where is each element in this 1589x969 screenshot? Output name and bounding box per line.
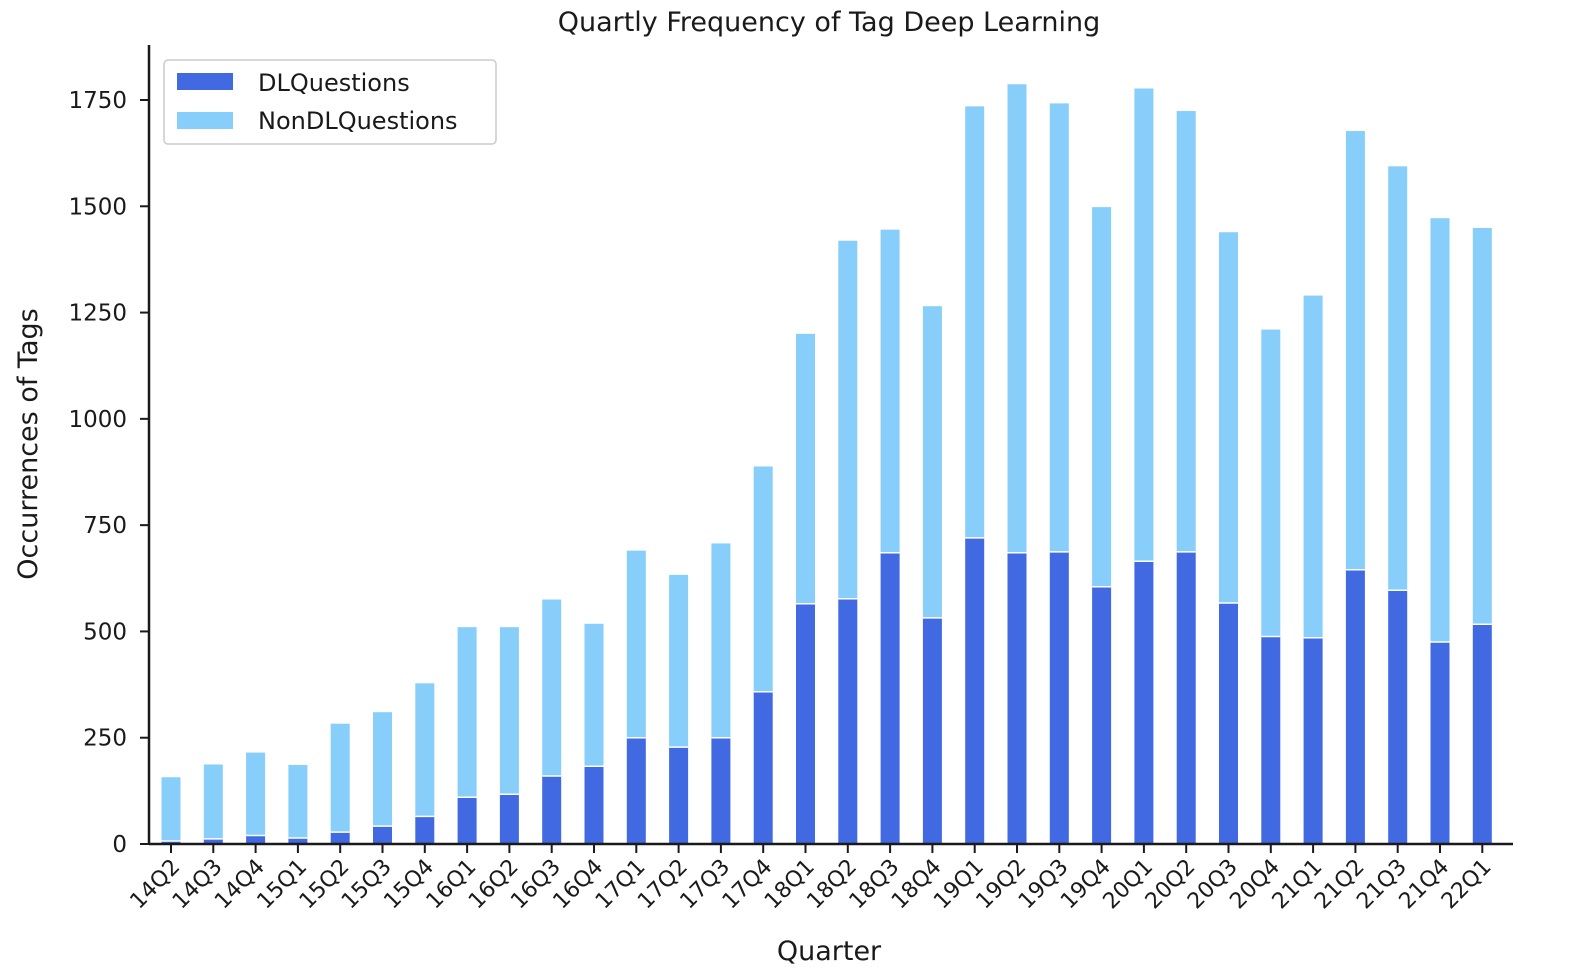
bar-dlquestions-14Q4 bbox=[246, 835, 266, 844]
bar-dlquestions-16Q4 bbox=[584, 766, 604, 844]
bar-nondlquestions-17Q4 bbox=[753, 466, 773, 692]
bar-nondlquestions-16Q4 bbox=[584, 623, 604, 767]
bar-nondlquestions-14Q2 bbox=[161, 777, 181, 842]
bar-dlquestions-20Q1 bbox=[1134, 561, 1154, 844]
bar-nondlquestions-14Q4 bbox=[246, 752, 266, 836]
bar-nondlquestions-21Q3 bbox=[1388, 166, 1408, 591]
bar-nondlquestions-18Q1 bbox=[796, 333, 815, 604]
bar-dlquestions-15Q1 bbox=[288, 838, 308, 844]
y-tick-label-0: 0 bbox=[112, 832, 127, 858]
bar-nondlquestions-19Q3 bbox=[1049, 103, 1069, 552]
bar-dlquestions-17Q3 bbox=[711, 737, 731, 844]
bar-dlquestions-21Q3 bbox=[1388, 590, 1408, 844]
bar-dlquestions-19Q3 bbox=[1049, 551, 1069, 844]
bar-dlquestions-18Q2 bbox=[838, 598, 858, 844]
x-axis-label: Quarter bbox=[777, 936, 882, 967]
bars-group bbox=[161, 84, 1492, 844]
y-tick-label-750: 750 bbox=[83, 513, 127, 539]
bar-nondlquestions-15Q1 bbox=[288, 764, 308, 839]
legend-swatch-nondlquestions bbox=[177, 112, 233, 129]
bar-dlquestions-21Q2 bbox=[1345, 569, 1365, 844]
bar-nondlquestions-22Q1 bbox=[1472, 227, 1492, 625]
legend-swatch-dlquestions bbox=[177, 73, 233, 90]
bar-dlquestions-17Q4 bbox=[753, 691, 773, 844]
bar-dlquestions-22Q1 bbox=[1472, 624, 1492, 844]
bar-dlquestions-15Q3 bbox=[373, 826, 392, 844]
bar-dlquestions-18Q4 bbox=[922, 617, 942, 844]
bar-nondlquestions-16Q3 bbox=[542, 599, 562, 776]
legend-label-nondlquestions: NonDLQuestions bbox=[258, 107, 458, 135]
bar-nondlquestions-19Q2 bbox=[1007, 84, 1027, 553]
bar-nondlquestions-17Q1 bbox=[626, 550, 646, 738]
bar-nondlquestions-17Q3 bbox=[711, 543, 731, 738]
bar-nondlquestions-18Q3 bbox=[880, 229, 900, 553]
y-tick-label-1000: 1000 bbox=[68, 407, 127, 433]
bar-dlquestions-14Q3 bbox=[203, 838, 223, 844]
y-tick-label-250: 250 bbox=[83, 726, 127, 752]
chart-title: Quartly Frequency of Tag Deep Learning bbox=[558, 7, 1101, 38]
bar-nondlquestions-19Q4 bbox=[1092, 207, 1112, 587]
bar-dlquestions-15Q4 bbox=[415, 816, 435, 844]
y-tick-label-1750: 1750 bbox=[68, 88, 127, 114]
bar-nondlquestions-20Q1 bbox=[1134, 88, 1154, 562]
bar-nondlquestions-17Q2 bbox=[669, 574, 689, 748]
bar-dlquestions-19Q2 bbox=[1007, 552, 1027, 844]
bar-dlquestions-20Q3 bbox=[1219, 602, 1238, 844]
bar-dlquestions-15Q2 bbox=[330, 832, 350, 844]
bar-nondlquestions-20Q4 bbox=[1261, 329, 1281, 637]
bar-dlquestions-19Q4 bbox=[1092, 586, 1112, 844]
y-tick-label-500: 500 bbox=[83, 619, 127, 645]
bar-nondlquestions-15Q3 bbox=[373, 712, 392, 827]
bar-nondlquestions-21Q1 bbox=[1303, 295, 1323, 638]
y-tick-label-1500: 1500 bbox=[68, 194, 127, 220]
bar-dlquestions-17Q1 bbox=[626, 737, 646, 844]
bar-dlquestions-16Q2 bbox=[499, 794, 519, 844]
y-tick-label-1250: 1250 bbox=[68, 301, 127, 327]
bar-nondlquestions-16Q2 bbox=[499, 627, 519, 795]
bar-nondlquestions-20Q3 bbox=[1219, 232, 1238, 603]
bar-dlquestions-18Q1 bbox=[796, 603, 815, 844]
bar-dlquestions-20Q4 bbox=[1261, 636, 1281, 844]
bar-nondlquestions-15Q4 bbox=[415, 683, 435, 817]
bar-dlquestions-21Q1 bbox=[1303, 637, 1323, 844]
bar-dlquestions-20Q2 bbox=[1176, 551, 1196, 844]
bar-nondlquestions-18Q4 bbox=[922, 306, 942, 618]
bar-dlquestions-16Q3 bbox=[542, 775, 562, 844]
bar-nondlquestions-19Q1 bbox=[965, 106, 985, 538]
bar-dlquestions-21Q4 bbox=[1430, 642, 1450, 844]
legend-frame bbox=[163, 59, 497, 145]
bar-nondlquestions-15Q2 bbox=[330, 723, 350, 833]
bar-dlquestions-18Q3 bbox=[880, 552, 900, 844]
y-axis-label: Occurrences of Tags bbox=[13, 308, 44, 579]
legend-label-dlquestions: DLQuestions bbox=[258, 69, 410, 97]
bar-dlquestions-14Q2 bbox=[161, 841, 181, 844]
bar-dlquestions-17Q2 bbox=[669, 747, 689, 844]
bar-nondlquestions-20Q2 bbox=[1176, 111, 1196, 552]
bar-nondlquestions-21Q2 bbox=[1345, 131, 1365, 570]
bar-dlquestions-19Q1 bbox=[965, 537, 985, 844]
bar-dlquestions-16Q1 bbox=[457, 797, 477, 844]
bar-nondlquestions-16Q1 bbox=[457, 627, 477, 798]
x-tick-label-22Q1: 22Q1 bbox=[1437, 855, 1497, 915]
bar-nondlquestions-21Q4 bbox=[1430, 218, 1450, 643]
y-axis-ticks: 0 250 500 750 1000 1250 1500 1750 bbox=[68, 88, 149, 858]
x-axis-ticks: 14Q214Q314Q415Q115Q215Q315Q416Q116Q216Q3… bbox=[126, 844, 1497, 914]
legend: DLQuestions NonDLQuestions bbox=[163, 59, 497, 145]
bar-nondlquestions-18Q2 bbox=[838, 240, 858, 599]
bar-nondlquestions-14Q3 bbox=[203, 764, 223, 839]
